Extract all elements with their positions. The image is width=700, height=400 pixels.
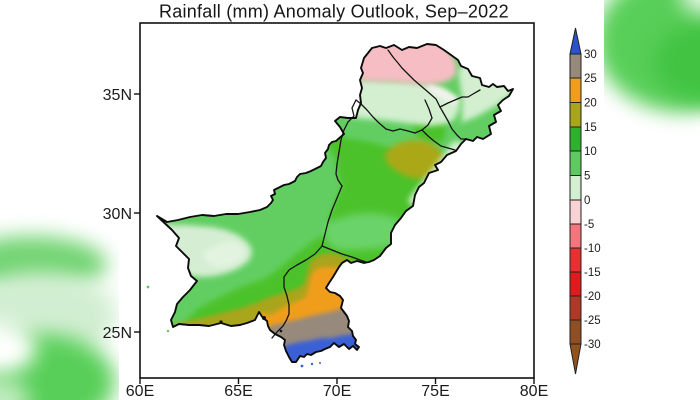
svg-text:0: 0 [584,195,590,207]
svg-text:-30: -30 [584,339,601,351]
svg-text:30: 30 [584,49,597,61]
svg-text:5: 5 [584,171,590,183]
svg-text:10: 10 [584,146,597,158]
svg-text:60E: 60E [126,383,154,400]
svg-text:-5: -5 [584,219,594,231]
svg-text:-10: -10 [584,243,601,255]
svg-text:35N: 35N [103,87,132,104]
svg-text:25: 25 [584,73,597,85]
svg-text:80E: 80E [520,383,548,400]
svg-text:65E: 65E [224,383,252,400]
svg-text:15: 15 [584,122,597,134]
svg-text:25N: 25N [103,325,132,342]
svg-text:75E: 75E [421,383,449,400]
svg-text:30N: 30N [103,206,132,223]
svg-text:-15: -15 [584,267,601,279]
svg-text:70E: 70E [323,383,351,400]
svg-text:-25: -25 [584,315,601,327]
svg-text:20: 20 [584,98,597,110]
svg-text:-20: -20 [584,291,601,303]
svg-text:Rainfall (mm) Anomaly Outlook,: Rainfall (mm) Anomaly Outlook, Sep–2022 [159,2,509,22]
